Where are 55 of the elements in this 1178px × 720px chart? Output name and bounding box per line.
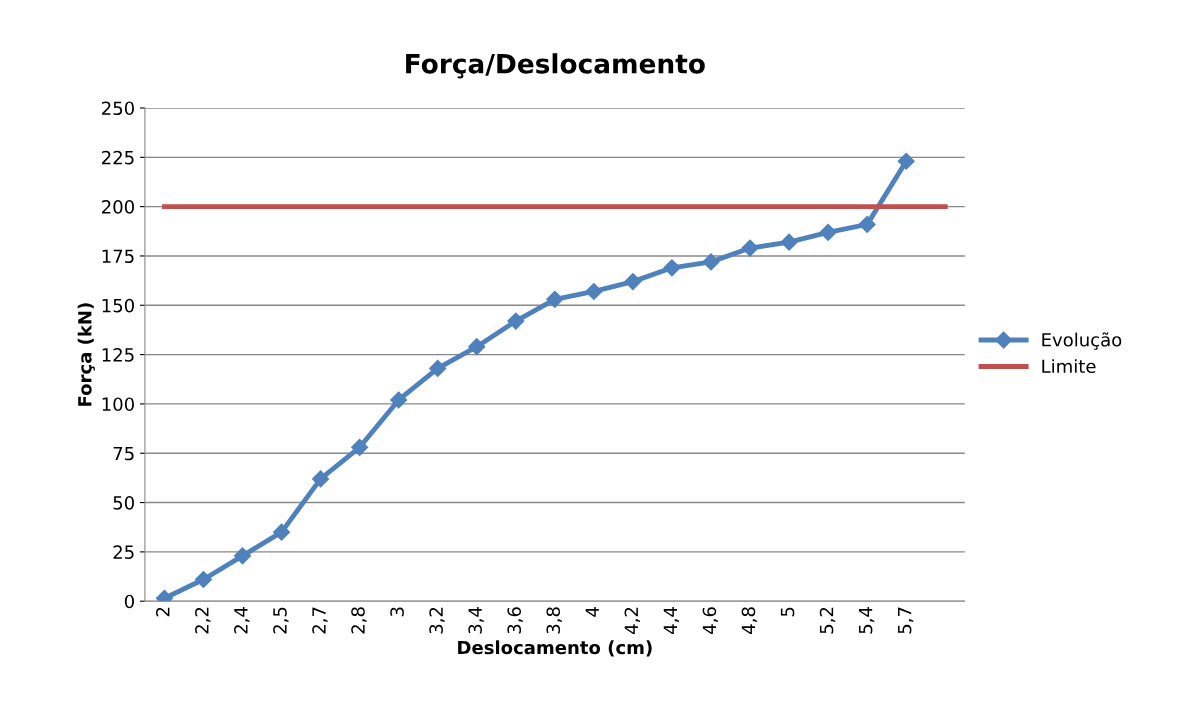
y-tick-label: 100: [102, 397, 134, 412]
x-tick-label: 5,2: [819, 607, 836, 634]
y-tick-label: 225: [102, 150, 134, 165]
y-tick-label: 50: [113, 496, 134, 510]
x-tick-label: 4,4: [663, 607, 680, 634]
y-tick-label: 25: [113, 545, 134, 559]
y-tick-label: 150: [102, 298, 134, 313]
point: [858, 215, 876, 233]
point: [233, 547, 252, 565]
x-tick-label: 2,4: [234, 607, 250, 634]
y-tick-label: 125: [102, 348, 134, 362]
point: [194, 570, 213, 589]
y-tick-label: 200: [102, 200, 134, 214]
x-tick-label: 2,2: [195, 607, 211, 634]
x-tick-label: 3,2: [429, 607, 445, 634]
x-tick-label: 5: [780, 607, 795, 617]
x-tick-label: 4,2: [624, 607, 640, 634]
x-tick-label: 5,7: [898, 607, 914, 634]
point: [507, 312, 525, 330]
point: [390, 391, 408, 409]
legend-label: Evolução: [1042, 332, 1122, 350]
point: [897, 152, 915, 170]
x-tick-label: 4,8: [741, 607, 758, 634]
x-tick-label: 3,6: [507, 607, 523, 634]
legend-label: Limite: [1042, 359, 1096, 374]
y-axis-title: Força (kN): [77, 303, 95, 406]
x-tick-label: 3,8: [546, 607, 562, 634]
point: [663, 259, 681, 277]
point: [468, 338, 486, 356]
point: [780, 233, 798, 251]
y-tick-label: 75: [113, 446, 134, 461]
x-tick-label: 4: [585, 607, 599, 617]
y-tick-label: 175: [102, 249, 134, 264]
y-tick-label: 250: [102, 101, 134, 116]
point: [272, 523, 291, 541]
point: [351, 438, 369, 456]
x-tick-label: 4,6: [702, 607, 719, 634]
x-tick-label: 3: [390, 607, 404, 617]
x-tick-label: 3,4: [468, 607, 484, 634]
point: [741, 239, 759, 257]
x-axis-title: Deslocamento (cm): [458, 640, 652, 657]
chart-title: Força/Deslocamento: [406, 53, 705, 79]
point: [819, 223, 837, 241]
x-tick-label: 2,7: [312, 607, 328, 634]
point: [585, 282, 603, 301]
x-tick-label: 2,5: [273, 607, 289, 634]
point: [624, 273, 642, 291]
x-tick-label: 2: [156, 607, 170, 617]
point: [546, 290, 564, 308]
x-tick-label: 2,8: [351, 607, 367, 634]
x-tick-label: 5,4: [858, 607, 875, 634]
point: [312, 470, 330, 488]
point: [429, 359, 447, 377]
y-tick-label: 0: [124, 594, 134, 609]
point: [702, 253, 720, 271]
